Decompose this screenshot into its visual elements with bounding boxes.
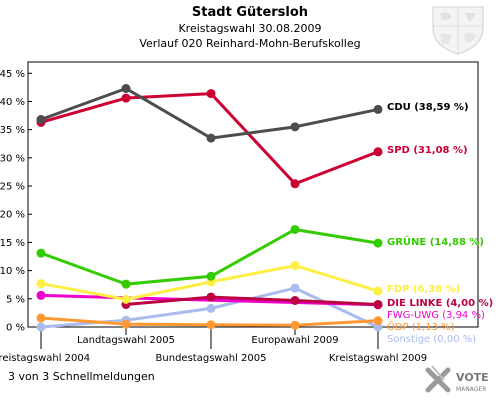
footer-note: 3 von 3 Schnellmeldungen [8, 370, 155, 383]
logo-text-manager: MANAGER [456, 386, 486, 393]
y-tick-label: 45 % [0, 69, 25, 80]
end-label-sonstige: Sonstige (0,00 %) [387, 334, 476, 345]
data-point-gr-ne [373, 238, 383, 248]
chart-title: Stadt Gütersloh [192, 5, 308, 20]
data-point-die-linke [290, 296, 300, 305]
end-label-cdu: CDU (38,59 %) [387, 102, 469, 113]
nrw-coat-of-arms-icon [432, 6, 484, 55]
end-label-fwg-uwg: FWG-UWG (3,94 %) [387, 310, 485, 321]
data-point-spd [206, 89, 216, 99]
data-point-gr-ne [36, 248, 46, 258]
chart-subtitle-election: Kreistagswahl 30.08.2009 [178, 22, 321, 35]
y-tick-label: 40 % [0, 97, 25, 108]
data-point--dp [206, 320, 216, 330]
data-point-cdu [36, 115, 46, 125]
plot-frame [27, 61, 479, 328]
end-label-spd: SPD (31,08 %) [387, 145, 468, 156]
data-point--dp [290, 320, 300, 330]
votemanager-logo-icon: VOTE MANAGER [425, 365, 489, 393]
data-point-fwg-uwg [36, 290, 46, 300]
y-tick-label: 25 % [0, 182, 25, 193]
y-tick-label: 15 % [0, 238, 25, 249]
data-point-cdu [121, 84, 131, 93]
y-tick-label: 30 % [0, 153, 25, 164]
data-point-die-linke [373, 299, 383, 309]
data-point-gr-ne [290, 224, 300, 234]
x-axis: Kreistagswahl 2004 Landtagswahl 2005 Bunde… [0, 327, 427, 364]
series-cdu [36, 84, 383, 143]
end-label-gr-ne: GRÜNE (14,88 %) [387, 234, 484, 248]
data-point-sonstige [36, 322, 46, 332]
end-label-fdp: FDP (6,38 %) [387, 284, 460, 295]
data-point-cdu [290, 122, 300, 132]
data-point--dp [373, 316, 383, 326]
series--dp [36, 313, 383, 330]
chart-subtitle-district: Verlauf 020 Reinhard-Mohn-Berufskolleg [139, 37, 360, 50]
data-point-sonstige [373, 322, 383, 332]
data-point-spd [290, 179, 300, 189]
y-tick-label: 20 % [0, 210, 25, 221]
data-point-fdp [36, 279, 46, 289]
data-point--dp [36, 313, 46, 323]
logo-text-vote: VOTE [456, 371, 489, 384]
x-tick-label: Kreistagswahl 2009 [329, 353, 427, 364]
x-tick-label: Landtagswahl 2005 [77, 335, 175, 346]
x-tick-label: Europawahl 2009 [251, 335, 338, 346]
data-point-sonstige [206, 303, 216, 313]
y-tick-label: 10 % [0, 266, 25, 277]
end-label-die-linke: DIE LINKE (4,00 %) [387, 298, 493, 309]
data-point-cdu [206, 133, 216, 143]
data-point-gr-ne [121, 279, 131, 289]
data-point-spd [373, 147, 383, 157]
data-point-fdp [373, 286, 383, 296]
series-spd [36, 89, 383, 189]
y-tick-label: 5 % [6, 294, 25, 305]
data-point-fdp [290, 261, 300, 271]
data-point-cdu [373, 104, 383, 114]
data-point-sonstige [290, 283, 300, 293]
end-label--dp: ÖDP (1,13 %) [387, 320, 455, 333]
data-point-die-linke [206, 292, 216, 302]
data-point-spd [121, 93, 131, 103]
series-layer [36, 84, 383, 332]
series-gr-ne [36, 224, 383, 289]
x-tick-label: Bundestagswahl 2005 [156, 353, 267, 364]
data-point-gr-ne [206, 271, 216, 281]
y-axis: 0 % 5 % 10 % 15 % 20 % 25 % 30 % 35 % 40 % 45 % [0, 69, 32, 334]
data-point--dp [121, 319, 131, 329]
x-tick-label: Kreistagswahl 2004 [0, 353, 90, 364]
y-tick-label: 35 % [0, 125, 25, 136]
data-point-fdp [121, 294, 131, 304]
series-line-die-linke [125, 295, 379, 306]
y-tick-label: 0 % [6, 323, 25, 334]
series-labels: CDU (38,59 %) SPD (31,08 %) GRÜNE (14,88 %… [387, 102, 493, 345]
